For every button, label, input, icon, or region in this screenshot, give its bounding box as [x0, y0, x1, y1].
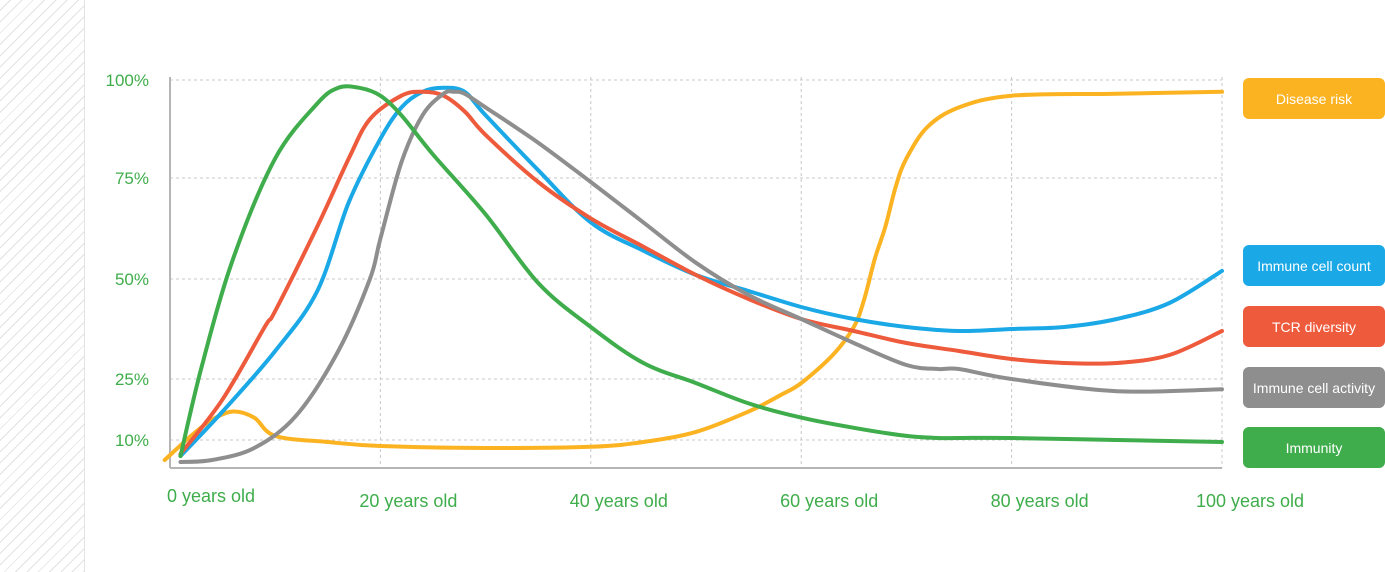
series-line-tcr-diversity	[178, 89, 1224, 456]
legend-item-tcr-diversity: TCR diversity	[1243, 306, 1385, 347]
x-tick-label: 100 years old	[1196, 491, 1304, 511]
legend-label: Immune cell activity	[1252, 379, 1376, 396]
legend-label: Disease risk	[1275, 90, 1353, 107]
y-tick-label: 75%	[115, 169, 149, 188]
legend-item-immune-cell-count: Immune cell count	[1243, 245, 1385, 286]
legend-label: Immunity	[1285, 439, 1343, 456]
x-tick-label: 40 years old	[570, 491, 668, 511]
chart-series	[162, 84, 1224, 464]
chart-tick-labels: 100% 75% 50% 25% 10% 0 years old 20 years old 4…	[106, 71, 1305, 511]
x-tick-label: 0 years old	[167, 486, 255, 506]
legend-item-immunity: Immunity	[1243, 427, 1385, 468]
y-tick-label: 25%	[115, 370, 149, 389]
y-tick-label: 50%	[115, 270, 149, 289]
series-line-disease-risk	[162, 89, 1224, 462]
legend-label: TCR diversity	[1271, 318, 1356, 335]
series-line-immune-cell-count	[178, 85, 1224, 458]
legend-label: Immune cell count	[1257, 257, 1371, 274]
hatched-side-panel	[0, 0, 85, 572]
x-tick-label: 60 years old	[780, 491, 878, 511]
x-tick-label: 20 years old	[359, 491, 457, 511]
series-line-immune-cell-activity	[178, 89, 1224, 464]
y-tick-label: 100%	[106, 71, 149, 90]
chart-axes	[169, 77, 1222, 469]
x-tick-label: 80 years old	[991, 491, 1089, 511]
legend-item-disease-risk: Disease risk	[1243, 78, 1385, 119]
y-tick-label: 10%	[115, 431, 149, 450]
chart-grid	[170, 77, 1223, 468]
series-line-immunity	[178, 84, 1224, 458]
legend-item-immune-cell-activity: Immune cell activity	[1243, 367, 1385, 408]
